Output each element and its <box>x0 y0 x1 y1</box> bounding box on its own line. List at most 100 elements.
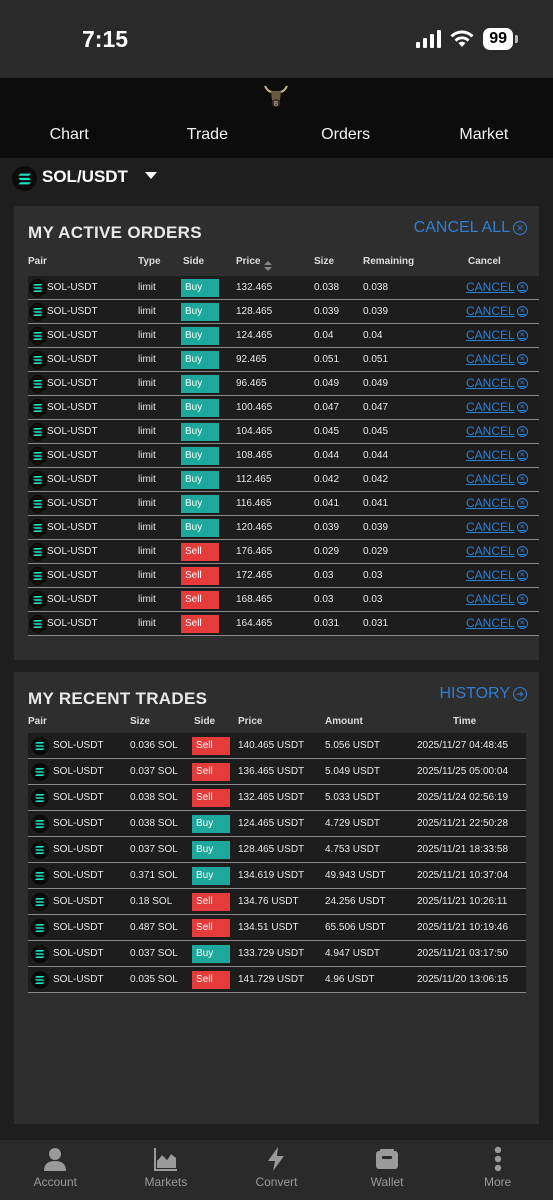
order-row: SOL-USDT limit Buy 108.465 0.044 0.044 CANCEL ✕ <box>28 444 539 468</box>
order-remaining: 0.041 <box>363 498 389 509</box>
trade-size: 0.487 SOL <box>130 922 178 933</box>
close-circle-icon: ✕ <box>516 521 528 533</box>
nav-wallet[interactable]: Wallet <box>332 1140 443 1200</box>
cancel-order-button[interactable]: CANCEL ✕ <box>466 496 528 510</box>
tab-market[interactable]: Market <box>459 126 509 143</box>
nav-more[interactable]: More <box>442 1140 553 1200</box>
cancel-order-button[interactable]: CANCEL ✕ <box>466 472 528 486</box>
order-row: SOL-USDT limit Buy 124.465 0.04 0.04 CANCEL ✕ <box>28 324 539 348</box>
order-price: 112.465 <box>236 474 272 485</box>
nav-convert[interactable]: Convert <box>221 1140 332 1200</box>
cancel-label: CANCEL <box>466 520 515 534</box>
order-pair: SOL-USDT <box>47 594 98 605</box>
trade-amount: 24.256 USDT <box>325 896 386 907</box>
cellular-signal-icon <box>416 30 442 48</box>
cancel-label: CANCEL <box>466 472 515 486</box>
nav-markets[interactable]: Markets <box>111 1140 222 1200</box>
trade-time: 2025/11/25 05:00:04 <box>417 766 509 777</box>
cancel-order-button[interactable]: CANCEL ✕ <box>466 520 528 534</box>
cancel-order-button[interactable]: CANCEL ✕ <box>466 376 528 390</box>
solana-coin-icon <box>29 399 47 417</box>
tab-orders[interactable]: Orders <box>321 126 371 143</box>
trade-row: SOL-USDT 0.037 SOL Sell 136.465 USDT 5.049 U… <box>28 759 526 785</box>
cancel-order-button[interactable]: CANCEL ✕ <box>466 568 528 582</box>
bottom-navigation: Account Markets Convert Wallet More <box>0 1140 553 1200</box>
order-size: 0.031 <box>314 618 340 629</box>
trade-row: SOL-USDT 0.036 SOL Sell 140.465 USDT 5.056 U… <box>28 733 526 759</box>
order-pair: SOL-USDT <box>47 330 98 341</box>
trade-side-badge: Buy <box>192 945 230 963</box>
order-price: 168.465 <box>236 594 273 605</box>
trade-size: 0.18 SOL <box>130 896 173 907</box>
trade-amount: 49.943 USDT <box>325 870 386 881</box>
cancel-label: CANCEL <box>466 328 515 342</box>
header-pair: Pair <box>28 716 47 727</box>
active-orders-title: MY ACTIVE ORDERS <box>28 223 202 242</box>
cancel-label: CANCEL <box>466 304 515 318</box>
trade-row: SOL-USDT 0.038 SOL Sell 132.465 USDT 5.033 U… <box>28 785 526 811</box>
order-type: limit <box>138 498 156 509</box>
cancel-order-button[interactable]: CANCEL ✕ <box>466 304 528 318</box>
header-time: Time <box>453 716 477 727</box>
order-remaining: 0.031 <box>363 618 389 629</box>
trade-row: SOL-USDT 0.038 SOL Buy 124.465 USDT 4.729 US… <box>28 811 526 837</box>
cancel-order-button[interactable]: CANCEL ✕ <box>466 328 528 342</box>
cancel-order-button[interactable]: CANCEL ✕ <box>466 544 528 558</box>
trade-pair: SOL-USDT <box>53 922 104 933</box>
cancel-all-button[interactable]: CANCEL ALL ✕ <box>414 219 527 237</box>
order-type: limit <box>138 570 156 581</box>
trade-price: 134.51 USDT <box>238 922 299 933</box>
trade-pair: SOL-USDT <box>53 870 104 881</box>
order-type: limit <box>138 354 156 365</box>
trade-row: SOL-USDT 0.037 SOL Buy 128.465 USDT 4.753 US… <box>28 837 526 863</box>
nav-account[interactable]: Account <box>0 1140 111 1200</box>
order-size: 0.047 <box>314 402 340 413</box>
order-type: limit <box>138 378 156 389</box>
tab-trade[interactable]: Trade <box>186 126 228 143</box>
order-side-badge: Buy <box>181 423 219 441</box>
history-button[interactable]: HISTORY ➜ <box>439 685 527 703</box>
pair-selector[interactable]: SOL/USDT <box>0 158 553 198</box>
nav-account-label: Account <box>33 1175 77 1189</box>
cancel-order-button[interactable]: CANCEL ✕ <box>466 448 528 462</box>
trade-amount: 4.947 USDT <box>325 948 381 959</box>
trade-time: 2025/11/21 10:19:46 <box>417 922 509 933</box>
solana-coin-icon <box>31 841 49 859</box>
order-size: 0.039 <box>314 306 340 317</box>
cancel-order-button[interactable]: CANCEL ✕ <box>466 424 528 438</box>
solana-coin-icon <box>29 327 47 345</box>
trade-row: SOL-USDT 0.18 SOL Sell 134.76 USDT 24.256 US… <box>28 889 526 915</box>
trade-pair: SOL-USDT <box>53 740 104 751</box>
active-orders-panel: MY ACTIVE ORDERS CANCEL ALL ✕ Pair Type … <box>14 206 539 660</box>
order-size: 0.049 <box>314 378 340 389</box>
header-side: Side <box>183 256 205 267</box>
order-size: 0.045 <box>314 426 340 437</box>
close-circle-icon: ✕ <box>516 593 528 605</box>
trade-size: 0.037 SOL <box>130 948 178 959</box>
trade-pair: SOL-USDT <box>53 948 104 959</box>
tab-chart[interactable]: Chart <box>49 126 89 143</box>
order-price: 176.465 <box>236 546 273 557</box>
order-price: 172.465 <box>236 570 273 581</box>
trade-time: 2025/11/24 02:56:19 <box>417 792 509 803</box>
order-remaining: 0.044 <box>363 450 389 461</box>
order-price: 96.465 <box>236 378 267 389</box>
trade-pair: SOL-USDT <box>53 818 104 829</box>
header-size: Size <box>130 716 151 727</box>
order-side-badge: Sell <box>181 591 219 609</box>
cancel-order-button[interactable]: CANCEL ✕ <box>466 592 528 606</box>
cancel-order-button[interactable]: CANCEL ✕ <box>466 352 528 366</box>
order-price: 128.465 <box>236 306 273 317</box>
trade-price: 134.76 USDT <box>238 896 299 907</box>
order-side-badge: Buy <box>181 375 219 393</box>
trade-row: SOL-USDT 0.487 SOL Sell 134.51 USDT 65.506 U… <box>28 915 526 941</box>
solana-coin-icon <box>29 447 47 465</box>
cancel-order-button[interactable]: CANCEL ✕ <box>466 616 528 630</box>
header-price-sortable[interactable]: Price <box>236 256 273 271</box>
order-row: SOL-USDT limit Sell 168.465 0.03 0.03 CANCEL ✕ <box>28 588 539 612</box>
cancel-order-button[interactable]: CANCEL ✕ <box>466 400 528 414</box>
cancel-order-button[interactable]: CANCEL ✕ <box>466 280 528 294</box>
order-price: 132.465 <box>236 282 273 293</box>
order-pair: SOL-USDT <box>47 426 98 437</box>
header-price: Price <box>238 716 263 727</box>
